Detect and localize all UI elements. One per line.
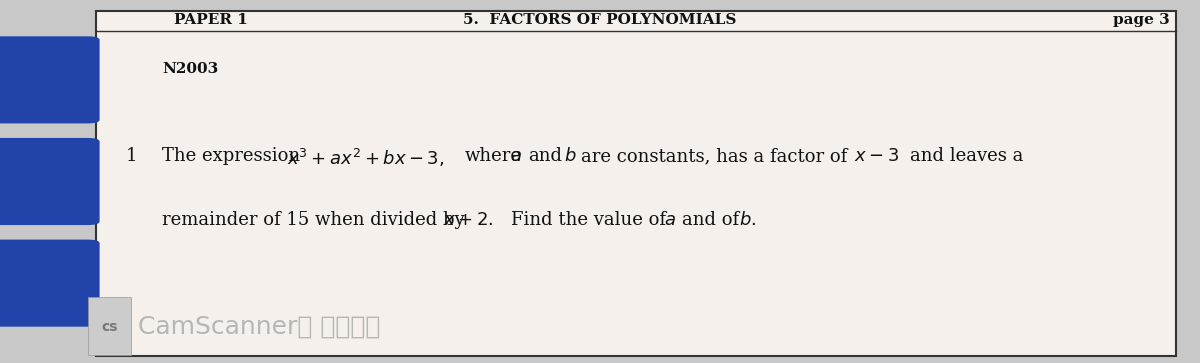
Text: CamScanner로 스캔하기: CamScanner로 스캔하기 — [138, 315, 380, 339]
Text: and leaves a: and leaves a — [910, 147, 1022, 165]
Text: and: and — [528, 147, 562, 165]
Text: 5.  FACTORS OF POLYNOMIALS: 5. FACTORS OF POLYNOMIALS — [463, 13, 737, 27]
Text: where: where — [464, 147, 522, 165]
Text: are constants, has a factor of: are constants, has a factor of — [581, 147, 847, 165]
Text: cs: cs — [101, 320, 118, 334]
Text: N2003: N2003 — [162, 62, 218, 76]
Text: Find the value of: Find the value of — [511, 211, 666, 229]
Text: 1: 1 — [126, 147, 138, 165]
FancyBboxPatch shape — [96, 11, 1176, 356]
FancyBboxPatch shape — [88, 297, 131, 355]
Text: $a$: $a$ — [510, 147, 522, 165]
Text: PAPER 1: PAPER 1 — [174, 13, 248, 27]
Text: $b.$: $b.$ — [739, 211, 756, 229]
Text: $x^3 + ax^2 + bx - 3,$: $x^3 + ax^2 + bx - 3,$ — [287, 147, 444, 169]
Text: The expression: The expression — [162, 147, 300, 165]
Text: $x + 2.$: $x + 2.$ — [443, 211, 493, 229]
Text: $b$: $b$ — [564, 147, 576, 165]
FancyBboxPatch shape — [0, 240, 100, 327]
Text: $a$: $a$ — [664, 211, 676, 229]
Text: $x - 3$: $x - 3$ — [854, 147, 900, 165]
Text: page 3: page 3 — [1114, 13, 1170, 27]
Text: and of: and of — [682, 211, 739, 229]
FancyBboxPatch shape — [0, 36, 100, 123]
Text: remainder of 15 when divided by: remainder of 15 when divided by — [162, 211, 464, 229]
FancyBboxPatch shape — [0, 138, 100, 225]
